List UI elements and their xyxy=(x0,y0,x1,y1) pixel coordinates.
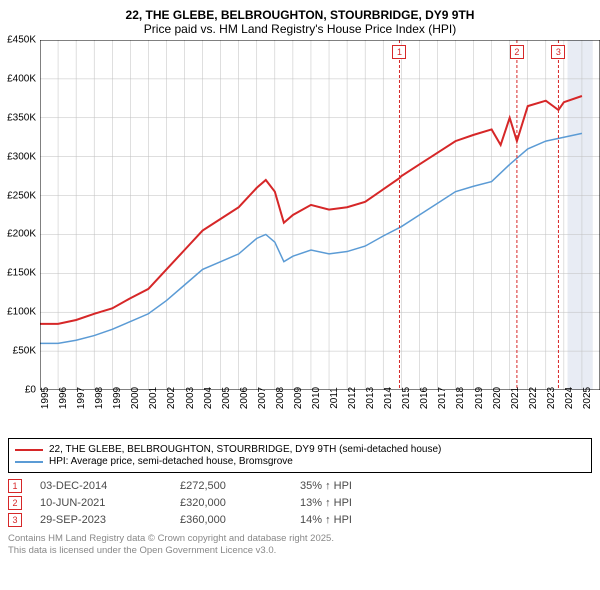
y-tick-label: £150K xyxy=(7,268,36,279)
x-tick-label: 2013 xyxy=(365,387,376,409)
x-tick-label: 2003 xyxy=(185,387,196,409)
x-tick-label: 2021 xyxy=(510,387,521,409)
x-tick-label: 2011 xyxy=(329,387,340,409)
x-tick-label: 2025 xyxy=(582,387,593,409)
x-tick-label: 1998 xyxy=(94,387,105,409)
x-tick-label: 2006 xyxy=(239,387,250,409)
y-axis-labels: £0£50K£100K£150K£200K£250K£300K£350K£400… xyxy=(0,40,38,390)
chart-container: 22, THE GLEBE, BELBROUGHTON, STOURBRIDGE… xyxy=(0,0,600,590)
sale-marker-2: 2 xyxy=(510,45,524,59)
legend-label: HPI: Average price, semi-detached house,… xyxy=(49,456,293,467)
x-tick-label: 2001 xyxy=(148,387,159,409)
sales-date: 03-DEC-2014 xyxy=(40,480,180,492)
sales-date: 29-SEP-2023 xyxy=(40,514,180,526)
title-block: 22, THE GLEBE, BELBROUGHTON, STOURBRIDGE… xyxy=(0,0,600,40)
line-chart-svg xyxy=(40,40,600,390)
sales-price: £360,000 xyxy=(180,514,300,526)
legend-swatch xyxy=(15,449,43,451)
sales-marker: 2 xyxy=(8,496,22,510)
y-tick-label: £0 xyxy=(25,385,36,396)
x-tick-label: 2008 xyxy=(275,387,286,409)
sales-pct: 35% ↑ HPI xyxy=(300,480,420,492)
title-line2: Price paid vs. HM Land Registry's House … xyxy=(0,22,600,36)
legend-item: HPI: Average price, semi-detached house,… xyxy=(15,456,585,467)
sale-marker-3: 3 xyxy=(551,45,565,59)
x-tick-label: 2004 xyxy=(203,387,214,409)
x-tick-label: 1995 xyxy=(40,387,51,409)
legend-item: 22, THE GLEBE, BELBROUGHTON, STOURBRIDGE… xyxy=(15,444,585,455)
y-tick-label: £400K xyxy=(7,73,36,84)
sales-price: £320,000 xyxy=(180,497,300,509)
y-tick-label: £350K xyxy=(7,112,36,123)
title-line1: 22, THE GLEBE, BELBROUGHTON, STOURBRIDGE… xyxy=(0,8,600,22)
sales-row: 2 10-JUN-2021£320,00013% ↑ HPI xyxy=(8,496,592,510)
x-tick-label: 2024 xyxy=(564,387,575,409)
x-tick-label: 2014 xyxy=(383,387,394,409)
y-tick-label: £50K xyxy=(13,346,36,357)
sales-row: 3 29-SEP-2023£360,00014% ↑ HPI xyxy=(8,513,592,527)
x-tick-label: 1997 xyxy=(76,387,87,409)
y-tick-label: £300K xyxy=(7,151,36,162)
x-axis-labels: 1995199619971998199920002001200220032004… xyxy=(40,398,600,438)
sales-marker: 1 xyxy=(8,479,22,493)
x-tick-label: 2018 xyxy=(455,387,466,409)
x-tick-label: 2023 xyxy=(546,387,557,409)
sales-table: 1 03-DEC-2014£272,50035% ↑ HPI 2 10-JUN-202… xyxy=(8,479,592,527)
sales-marker: 3 xyxy=(8,513,22,527)
x-tick-label: 2005 xyxy=(221,387,232,409)
footer-line2: This data is licensed under the Open Gov… xyxy=(8,545,592,557)
x-tick-label: 2012 xyxy=(347,387,358,409)
x-tick-label: 1999 xyxy=(112,387,123,409)
y-tick-label: £450K xyxy=(7,35,36,46)
y-tick-label: £250K xyxy=(7,190,36,201)
x-tick-label: 2019 xyxy=(474,387,485,409)
x-tick-label: 2017 xyxy=(437,387,448,409)
legend-swatch xyxy=(15,461,43,463)
y-tick-label: £100K xyxy=(7,307,36,318)
x-tick-label: 2002 xyxy=(166,387,177,409)
x-tick-label: 2022 xyxy=(528,387,539,409)
sale-marker-1: 1 xyxy=(392,45,406,59)
y-tick-label: £200K xyxy=(7,229,36,240)
sales-row: 1 03-DEC-2014£272,50035% ↑ HPI xyxy=(8,479,592,493)
legend-label: 22, THE GLEBE, BELBROUGHTON, STOURBRIDGE… xyxy=(49,444,441,455)
legend-box: 22, THE GLEBE, BELBROUGHTON, STOURBRIDGE… xyxy=(8,438,592,473)
x-tick-label: 1996 xyxy=(58,387,69,409)
x-tick-label: 2016 xyxy=(419,387,430,409)
x-tick-label: 2010 xyxy=(311,387,322,409)
x-tick-label: 2015 xyxy=(401,387,412,409)
x-tick-label: 2020 xyxy=(492,387,503,409)
sales-pct: 13% ↑ HPI xyxy=(300,497,420,509)
sales-date: 10-JUN-2021 xyxy=(40,497,180,509)
footer-line1: Contains HM Land Registry data © Crown c… xyxy=(8,533,592,545)
sales-pct: 14% ↑ HPI xyxy=(300,514,420,526)
x-tick-label: 2007 xyxy=(257,387,268,409)
footer-text: Contains HM Land Registry data © Crown c… xyxy=(8,533,592,558)
chart-area: £0£50K£100K£150K£200K£250K£300K£350K£400… xyxy=(40,40,600,390)
x-tick-label: 2009 xyxy=(293,387,304,409)
x-tick-label: 2000 xyxy=(130,387,141,409)
sales-price: £272,500 xyxy=(180,480,300,492)
